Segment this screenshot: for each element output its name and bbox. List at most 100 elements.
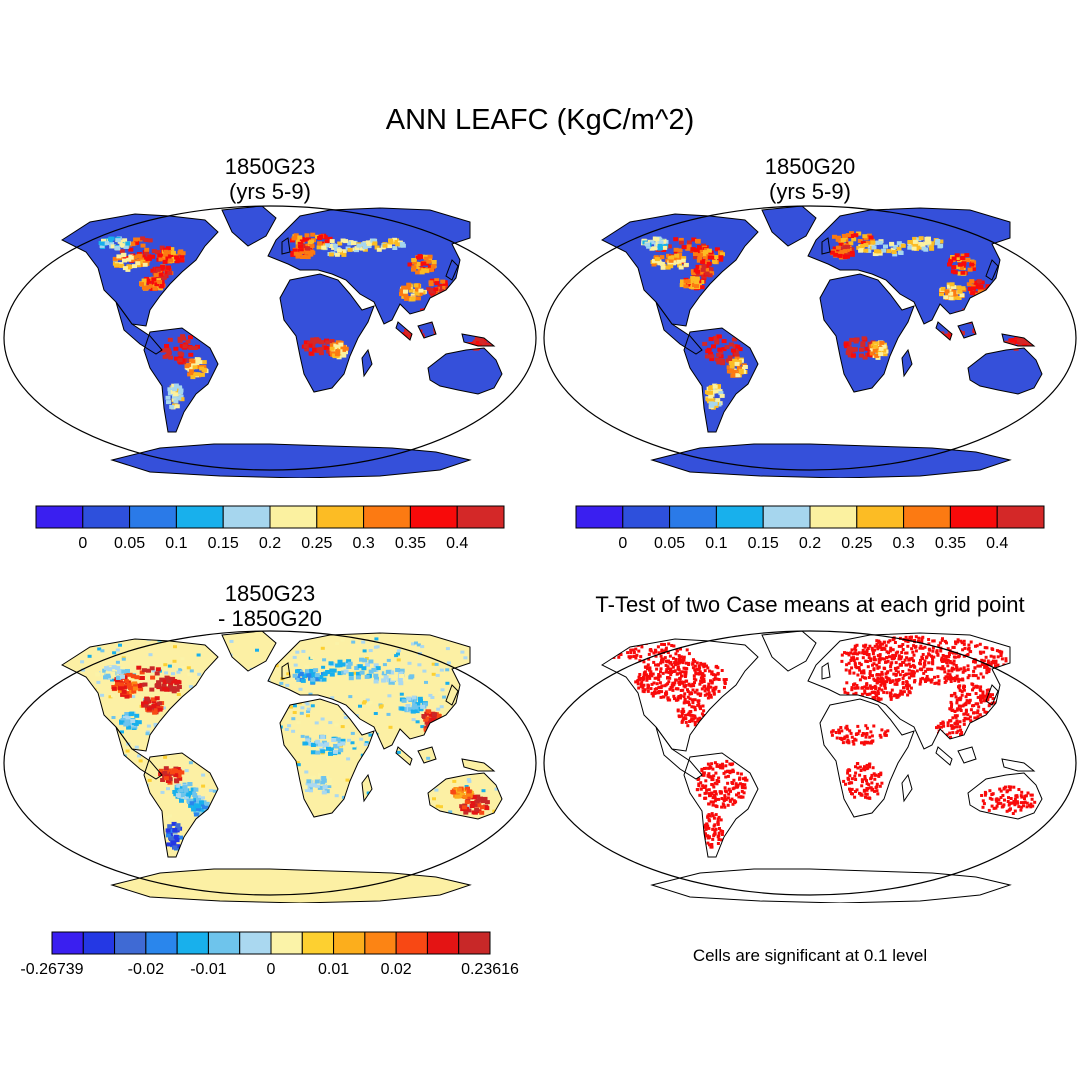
significant-cell [854,665,858,669]
field-cell [47,721,51,724]
field-cell [87,781,91,785]
field-cell [176,670,181,674]
field-cell [718,349,724,354]
significant-cell [682,701,686,705]
field-cell [326,746,331,751]
significant-cell [941,665,945,669]
significant-cell [686,713,690,717]
significant-cell [1014,794,1018,798]
field-cell [171,768,177,773]
significant-cell [681,707,685,711]
significant-cell [879,735,883,739]
field-cell [865,240,871,245]
field-cell [168,814,173,818]
field-cell [324,742,330,747]
field-cell [172,828,178,832]
field-cell [124,712,130,716]
field-cell [350,741,355,745]
significant-cell [868,762,871,766]
field-cell [148,751,153,755]
field-cell [445,647,450,651]
field-cell [354,248,359,253]
field-cell [43,673,47,676]
field-cell [178,723,183,727]
field-cell [320,735,326,740]
field-cell [240,827,245,831]
significant-cell [927,661,931,665]
field-cell [346,659,352,664]
significant-cell [839,736,843,740]
significant-cell [989,713,993,717]
significant-cell [990,660,994,664]
significant-cell [909,665,913,668]
significant-cell [875,642,879,646]
significant-cell [642,660,646,664]
field-cell [318,675,324,679]
field-cell [714,247,720,252]
significant-cell [932,655,936,659]
field-cell [686,243,692,248]
field-cell [138,851,143,855]
field-cell [337,663,343,668]
field-cell [981,327,987,332]
field-cell [174,633,179,637]
field-cell [111,686,117,691]
field-cell [119,243,125,248]
field-cell [123,722,129,727]
field-cell [303,344,309,348]
field-cell [703,256,708,261]
field-cell [69,770,74,774]
field-cell [373,712,378,715]
significant-cell [876,654,880,658]
significant-cell [875,639,879,643]
significant-cell [861,686,865,690]
significant-cell [680,681,683,685]
significant-cell [950,661,954,665]
field-cell [231,832,236,836]
significant-cell [935,649,939,653]
field-cell [174,356,180,361]
field-cell [479,810,485,815]
significant-cell [877,774,881,778]
field-cell [954,315,960,320]
field-cell [191,790,197,795]
significant-cell [974,692,978,695]
field-cell [695,239,700,243]
field-cell [384,798,389,802]
field-cell [145,730,150,734]
field-cell [704,264,710,269]
field-cell [471,635,476,639]
field-cell [177,336,183,341]
field-cell [136,665,142,670]
significant-cell [937,644,941,648]
significant-cell [885,680,889,684]
field-cell [195,830,200,834]
field-cell [954,336,960,341]
field-cell [492,656,497,660]
field-cell [1017,337,1023,342]
significant-cell [1007,803,1011,807]
field-cell [62,821,66,825]
significant-cell [880,670,884,674]
significant-cell [957,679,961,683]
field-cell [132,686,138,691]
significant-cell [745,778,749,782]
significant-cell [876,696,880,700]
field-cell [965,258,971,263]
panel-title-line2: (yrs 5-9) [229,179,311,204]
field-cell [140,236,146,241]
significant-cell [855,643,859,647]
significant-cell [682,655,686,659]
significant-cell [937,679,941,683]
land-africa [280,274,374,392]
field-cell [266,774,271,778]
field-cell [696,282,702,287]
field-cell [125,775,129,779]
field-cell [159,843,164,847]
field-cell [960,263,966,268]
field-cell [857,239,863,243]
field-cell [324,789,330,794]
significant-cell [654,654,658,658]
field-cell [133,237,139,242]
land-africa [820,274,914,392]
